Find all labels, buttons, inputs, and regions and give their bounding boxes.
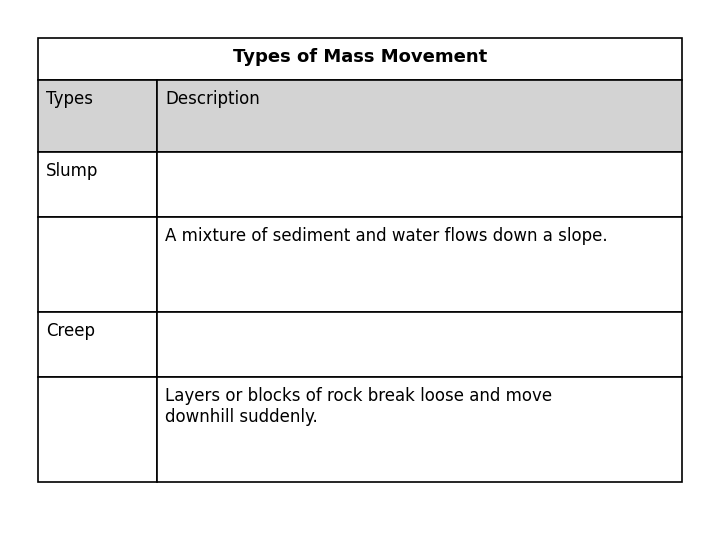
Text: Layers or blocks of rock break loose and move
downhill suddenly.: Layers or blocks of rock break loose and… bbox=[165, 387, 552, 426]
Bar bbox=[157, 217, 682, 312]
Bar bbox=[38, 312, 157, 377]
Text: Slump: Slump bbox=[46, 162, 99, 180]
Bar bbox=[38, 217, 157, 312]
Text: Types: Types bbox=[46, 90, 93, 108]
Text: Description: Description bbox=[165, 90, 260, 108]
Text: Creep: Creep bbox=[46, 322, 95, 340]
Bar bbox=[38, 152, 157, 217]
Bar bbox=[157, 377, 682, 482]
Bar bbox=[38, 80, 157, 152]
Bar bbox=[38, 377, 157, 482]
Bar bbox=[157, 80, 682, 152]
Text: A mixture of sediment and water flows down a slope.: A mixture of sediment and water flows do… bbox=[165, 227, 608, 245]
Bar bbox=[157, 312, 682, 377]
Bar bbox=[157, 152, 682, 217]
Text: Types of Mass Movement: Types of Mass Movement bbox=[233, 48, 487, 66]
Bar bbox=[38, 38, 682, 80]
